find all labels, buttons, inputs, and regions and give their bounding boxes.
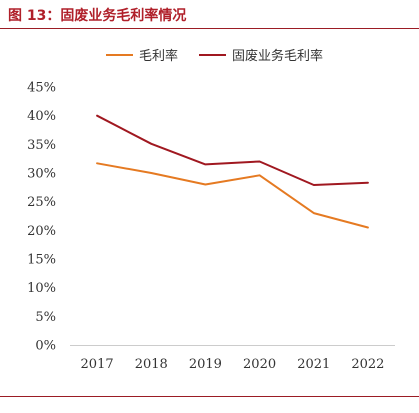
- y-tick-label: 40%: [27, 109, 56, 124]
- x-tick-label: 2019: [189, 357, 222, 372]
- bottom-rule: [0, 396, 419, 397]
- y-tick-label: 25%: [27, 195, 56, 210]
- legend-label-2: 固废业务毛利率: [232, 48, 323, 64]
- chart-series: [96, 114, 369, 229]
- y-tick-label: 20%: [27, 224, 56, 239]
- x-tick-label: 2020: [243, 357, 276, 372]
- y-tick-label: 45%: [27, 81, 56, 96]
- x-axis: 2017 2018 2019 2020 2021 2022: [70, 345, 395, 372]
- series-line-2: [96, 114, 369, 186]
- x-tick-label: 2022: [351, 357, 384, 372]
- series-line-1: [96, 162, 369, 229]
- y-tick-label: 0%: [35, 339, 56, 354]
- top-rule: [0, 28, 419, 29]
- x-tick-label: 2021: [297, 357, 330, 372]
- x-tick-label: 2017: [81, 357, 114, 372]
- y-tick-label: 30%: [27, 167, 56, 182]
- x-tick-label: 2018: [135, 357, 168, 372]
- chart-legend: 毛利率 固废业务毛利率: [106, 48, 323, 64]
- y-tick-label: 5%: [35, 310, 56, 325]
- y-tick-label: 10%: [27, 281, 56, 296]
- y-tick-label: 15%: [27, 253, 56, 268]
- y-axis: 0% 5% 10% 15% 20% 25% 30% 35% 40% 45%: [27, 81, 56, 354]
- y-tick-label: 35%: [27, 138, 56, 153]
- figure-title: 图 13：固废业务毛利率情况: [8, 8, 187, 24]
- legend-label-1: 毛利率: [139, 48, 178, 64]
